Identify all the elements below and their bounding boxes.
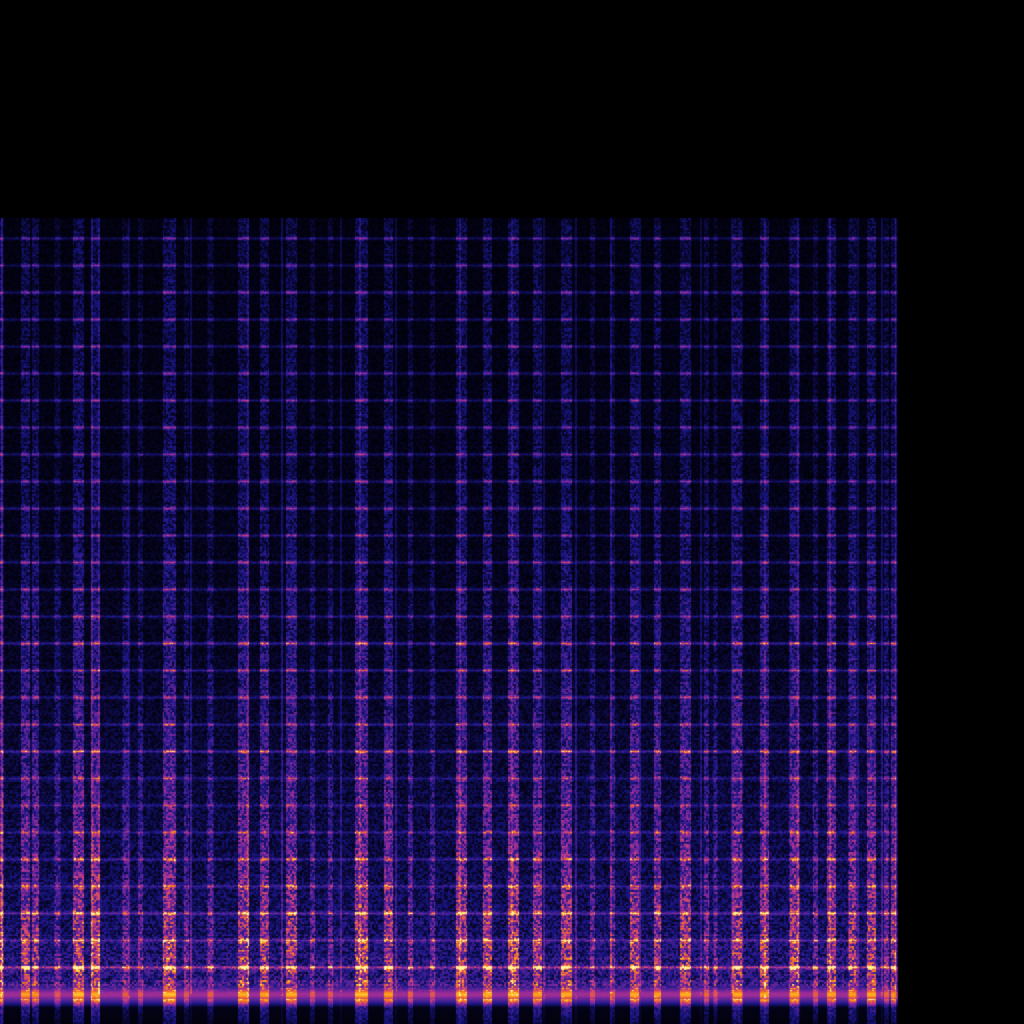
spectrogram-canvas: [0, 0, 1024, 1024]
spectrogram-figure: [0, 0, 1024, 1024]
